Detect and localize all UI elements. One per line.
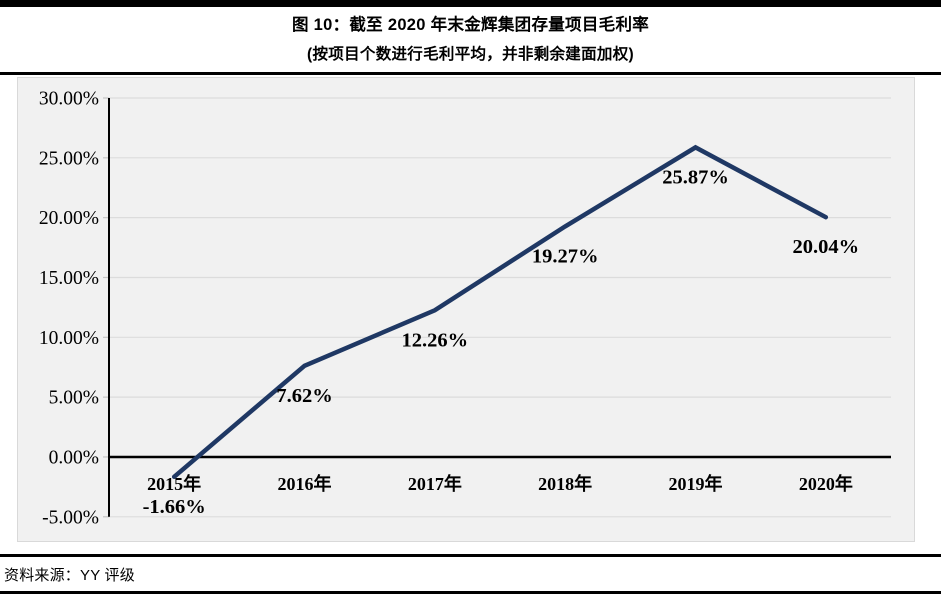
y-tick-label: 15.00%: [39, 268, 99, 289]
line-chart-frame: 30.00% 25.00% 20.00% 15.00% 10.00% 5.00% 0.00%…: [17, 77, 915, 542]
x-category-label: 2019年: [669, 473, 723, 494]
data-point-label: 19.27%: [532, 245, 599, 267]
y-tick-label: 30.00%: [39, 89, 99, 110]
title-divider-rule: [0, 72, 941, 75]
chart-canvas: 30.00% 25.00% 20.00% 15.00% 10.00% 5.00% 0.00%…: [39, 89, 891, 528]
data-point-label: 20.04%: [793, 236, 860, 258]
source-divider-top: [0, 554, 941, 557]
series-line: [171, 144, 829, 480]
y-tick-label: 10.00%: [39, 328, 99, 349]
y-tick-label: 5.00%: [49, 388, 99, 409]
source-note: 资料来源：YY 评级: [4, 567, 135, 584]
data-point-label: -1.66%: [143, 496, 206, 518]
figure-subtitle: (按项目个数进行毛利平均，并非剩余建面加权): [307, 46, 634, 63]
figure-title: 图 10：截至 2020 年末金辉集团存量项目毛利率: [291, 16, 650, 34]
data-point-label: 12.26%: [402, 329, 469, 351]
x-category-label: 2020年: [799, 473, 853, 494]
x-category-label: 2015年: [147, 473, 201, 494]
data-point-label: 25.87%: [662, 166, 729, 188]
y-tick-label: 0.00%: [49, 447, 99, 468]
y-tick-label: -5.00%: [42, 507, 99, 528]
y-tick-label: 20.00%: [39, 208, 99, 229]
top-divider-bar: [0, 0, 941, 7]
x-category-label: 2018年: [538, 473, 592, 494]
data-point-label: 7.62%: [276, 385, 332, 407]
x-category-label: 2016年: [278, 473, 332, 494]
x-category-label: 2017年: [408, 473, 462, 494]
y-tick-label: 25.00%: [39, 148, 99, 169]
source-divider-bottom: [0, 591, 941, 594]
